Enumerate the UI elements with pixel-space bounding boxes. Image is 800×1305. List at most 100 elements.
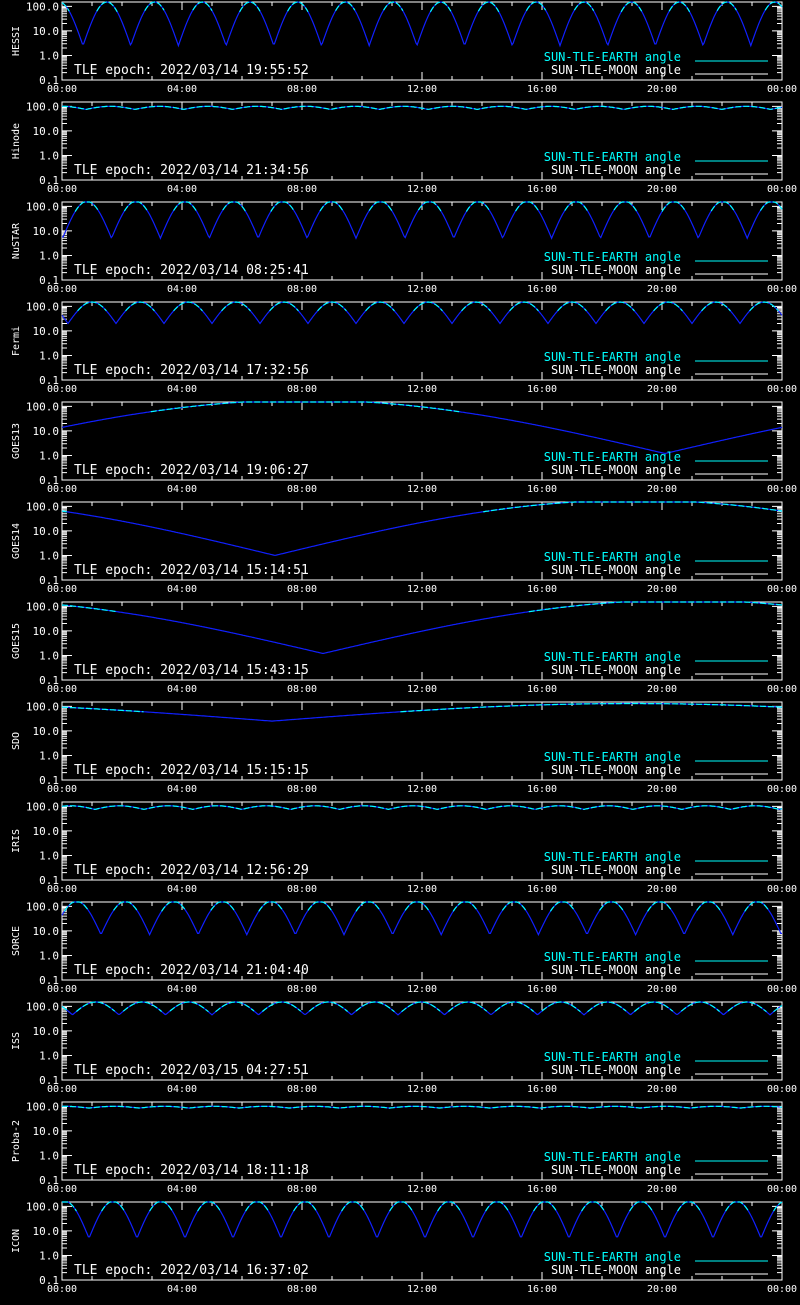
x-tick-label: 20:00	[647, 584, 677, 595]
y-tick-label: 0.1	[39, 574, 59, 587]
y-tick-label: 10.0	[33, 325, 60, 338]
panel-sorce: 100.010.01.00.100:00 04:00 08:00 12:00 16:00…	[11, 900, 797, 995]
y-tick-label: 100.0	[26, 1200, 59, 1213]
x-tick-label: 20:00	[647, 684, 677, 695]
x-tick-label: 00:00	[767, 484, 797, 495]
panel-goes13: 100.010.01.00.100:00 04:00 08:00 12:00 16:00…	[11, 400, 797, 495]
x-tick-label: 04:00	[167, 684, 197, 695]
x-tick-label: 16:00	[527, 1284, 557, 1295]
y-tick-label: 100.0	[26, 800, 59, 813]
x-tick-label: 16:00	[527, 1084, 557, 1095]
panel-iss: 100.010.01.00.100:00 04:00 08:00 12:00 16:00…	[11, 1000, 797, 1095]
y-tick-label: 1.0	[39, 449, 59, 462]
tle-epoch-label: TLE epoch: 2022/03/14 21:04:40	[74, 963, 309, 978]
x-tick-label: 08:00	[287, 984, 317, 995]
x-tick-label: 16:00	[527, 1184, 557, 1195]
legend-moon-label: SUN-TLE-MOON angle	[551, 1163, 681, 1177]
y-tick-label: 100.0	[26, 900, 59, 913]
y-tick-label: 0.1	[39, 774, 59, 787]
x-tick-label: 04:00	[167, 884, 197, 895]
y-tick-label: 100.0	[26, 0, 59, 13]
x-tick-label: 00:00	[47, 884, 77, 895]
x-tick-label: 04:00	[167, 1284, 197, 1295]
earth-angle-series	[61, 1001, 783, 1016]
x-tick-label: 12:00	[407, 1084, 437, 1095]
x-tick-label: 08:00	[287, 484, 317, 495]
y-tick-label: 1.0	[39, 349, 59, 362]
legend-moon-label: SUN-TLE-MOON angle	[551, 863, 681, 877]
y-tick-label: 10.0	[33, 625, 60, 638]
earth-angle-series-sunlit	[61, 1001, 783, 1013]
x-tick-label: 04:00	[167, 184, 197, 195]
x-tick-label: 04:00	[167, 584, 197, 595]
x-tick-label: 16:00	[527, 984, 557, 995]
x-tick-label: 04:00	[167, 1084, 197, 1095]
x-tick-label: 00:00	[767, 1284, 797, 1295]
y-axis-label: GOES14	[11, 523, 22, 559]
legend-earth-label: SUN-TLE-EARTH angle	[544, 150, 681, 164]
x-tick-label: 00:00	[47, 384, 77, 395]
y-tick-label: 10.0	[33, 725, 60, 738]
x-tick-label: 16:00	[527, 584, 557, 595]
y-tick-label: 100.0	[26, 700, 59, 713]
panel-icon: 100.010.01.00.100:00 04:00 08:00 12:00 16:00…	[11, 1200, 797, 1295]
y-tick-label: 0.1	[39, 974, 59, 987]
x-tick-label: 20:00	[647, 84, 677, 95]
y-tick-label: 1.0	[39, 1249, 59, 1262]
x-tick-label: 00:00	[47, 84, 77, 95]
y-tick-label: 0.1	[39, 474, 59, 487]
y-tick-label: 0.1	[39, 674, 59, 687]
x-tick-label: 00:00	[767, 184, 797, 195]
x-tick-label: 20:00	[647, 884, 677, 895]
panel-hessi: 100.010.01.00.100:00 04:00 08:00 12:00 16:00…	[11, 0, 797, 95]
tle-epoch-label: TLE epoch: 2022/03/15 04:27:51	[74, 1063, 309, 1078]
x-tick-label: 20:00	[647, 1084, 677, 1095]
y-tick-label: 10.0	[33, 525, 60, 538]
x-tick-label: 20:00	[647, 784, 677, 795]
x-tick-label: 00:00	[47, 1184, 77, 1195]
x-tick-label: 12:00	[407, 184, 437, 195]
earth-angle-series-sunlit	[62, 1105, 783, 1109]
y-tick-label: 100.0	[26, 1100, 59, 1113]
legend-earth-label: SUN-TLE-EARTH angle	[544, 850, 681, 864]
y-tick-label: 1.0	[39, 49, 59, 62]
legend-moon-label: SUN-TLE-MOON angle	[551, 463, 681, 477]
y-axis-label: Proba-2	[11, 1120, 22, 1162]
earth-angle-series-sunlit	[61, 601, 783, 613]
legend-moon-label: SUN-TLE-MOON angle	[551, 363, 681, 377]
x-tick-label: 16:00	[527, 784, 557, 795]
legend-earth-label: SUN-TLE-EARTH angle	[544, 950, 681, 964]
tle-epoch-label: TLE epoch: 2022/03/14 17:32:56	[74, 363, 309, 378]
x-tick-label: 04:00	[167, 1184, 197, 1195]
y-tick-label: 0.1	[39, 74, 59, 87]
y-tick-label: 10.0	[33, 225, 60, 238]
x-tick-label: 20:00	[647, 484, 677, 495]
legend-earth-label: SUN-TLE-EARTH angle	[544, 350, 681, 364]
x-tick-label: 08:00	[287, 1284, 317, 1295]
x-tick-label: 08:00	[287, 1084, 317, 1095]
x-tick-label: 12:00	[407, 484, 437, 495]
y-tick-label: 1.0	[39, 249, 59, 262]
x-tick-label: 00:00	[47, 284, 77, 295]
x-tick-label: 16:00	[527, 84, 557, 95]
x-tick-label: 00:00	[47, 584, 77, 595]
y-tick-label: 1.0	[39, 649, 59, 662]
x-tick-label: 16:00	[527, 284, 557, 295]
y-tick-label: 100.0	[26, 200, 59, 213]
tle-epoch-label: TLE epoch: 2022/03/14 12:56:29	[74, 863, 309, 878]
legend-moon-label: SUN-TLE-MOON angle	[551, 1063, 681, 1077]
y-tick-label: 1.0	[39, 949, 59, 962]
x-tick-label: 20:00	[647, 1284, 677, 1295]
legend-moon-label: SUN-TLE-MOON angle	[551, 963, 681, 977]
panel-hinode: 100.010.01.00.100:00 04:00 08:00 12:00 16:00…	[11, 100, 797, 195]
x-tick-label: 20:00	[647, 1184, 677, 1195]
y-tick-label: 0.1	[39, 374, 59, 387]
y-tick-label: 100.0	[26, 500, 59, 513]
legend-earth-label: SUN-TLE-EARTH angle	[544, 450, 681, 464]
panel-goes15: 100.010.01.00.100:00 04:00 08:00 12:00 16:00…	[11, 600, 797, 695]
y-tick-label: 0.1	[39, 1174, 59, 1187]
legend-moon-label: SUN-TLE-MOON angle	[551, 63, 681, 77]
y-tick-label: 10.0	[33, 1025, 60, 1038]
x-tick-label: 08:00	[287, 584, 317, 595]
